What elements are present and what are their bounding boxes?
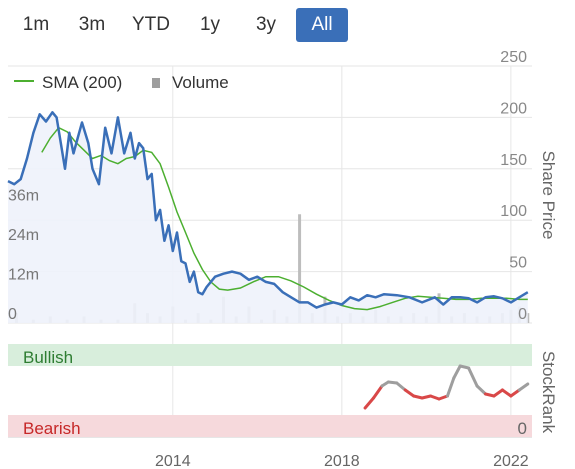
sma-legend-label: SMA (200) xyxy=(42,73,122,92)
share-price-chart: 250 200 150 100 50 0 2014 2018 2022 36m 24m 12m 0 SM… xyxy=(7,49,558,469)
chart-axes: 250 200 150 100 50 0 2014 2018 2022 36m 24m 12m 0 xyxy=(8,49,532,469)
legend: SMA (200) Volume xyxy=(14,73,229,92)
bullish-band xyxy=(8,344,532,366)
range-selector: 1m 3m YTD 1y 3y All xyxy=(10,8,348,42)
price-tick-label: 50 xyxy=(509,255,527,272)
volume-tick-label: 24m xyxy=(8,227,39,244)
x-tick-label: 2014 xyxy=(155,453,191,469)
price-line xyxy=(7,111,529,309)
stockrank-segment xyxy=(445,376,456,398)
range-button-3m[interactable]: 3m xyxy=(78,14,106,35)
price-area xyxy=(8,112,528,323)
stockrank-panel: Bullish Bearish 0 StockRank xyxy=(8,344,558,438)
stockrank-segment xyxy=(395,381,407,392)
stockrank-segment xyxy=(467,366,479,388)
range-button-3y[interactable]: 3y xyxy=(255,14,277,35)
volume-tick-label: 36m xyxy=(8,187,39,204)
range-button-1m[interactable]: 1m xyxy=(22,14,50,35)
bearish-label: Bearish xyxy=(23,419,81,438)
range-button-1y[interactable]: 1y xyxy=(199,14,221,35)
stockrank-line xyxy=(363,364,530,410)
stockrank-axis-title: StockRank xyxy=(539,351,558,434)
stockrank-segment xyxy=(500,388,513,398)
stockrank-zero-label: 0 xyxy=(518,419,527,438)
price-lines xyxy=(7,111,529,323)
price-tick-label: 250 xyxy=(500,49,527,66)
volume-legend-label: Volume xyxy=(172,73,229,92)
x-tick-label: 2018 xyxy=(324,453,360,469)
bullish-label: Bullish xyxy=(23,348,73,367)
price-tick-label: 100 xyxy=(500,203,527,220)
stockrank-segment xyxy=(372,384,384,400)
stockrank-segment xyxy=(363,396,376,410)
stockrank-segment xyxy=(475,384,488,396)
price-tick-label: 200 xyxy=(500,100,527,117)
range-button-all[interactable]: All xyxy=(296,8,348,42)
stockrank-segment xyxy=(509,388,521,398)
stockrank-segment xyxy=(492,388,504,398)
volume-tick-label: 0 xyxy=(8,306,17,323)
price-tick-label: 0 xyxy=(518,306,527,323)
volume-tick-label: 12m xyxy=(8,266,39,283)
volume-bar xyxy=(298,214,302,323)
stockrank-segment xyxy=(517,382,530,392)
range-button-ytd[interactable]: YTD xyxy=(132,14,170,35)
x-tick-label: 2022 xyxy=(493,453,529,469)
bearish-band xyxy=(8,415,532,437)
price-tick-label: 150 xyxy=(500,152,527,169)
stockrank-segment xyxy=(452,364,462,380)
price-axis-title: Share Price xyxy=(539,151,558,240)
volume-legend-swatch xyxy=(152,78,160,88)
stockrank-segment xyxy=(403,388,416,398)
